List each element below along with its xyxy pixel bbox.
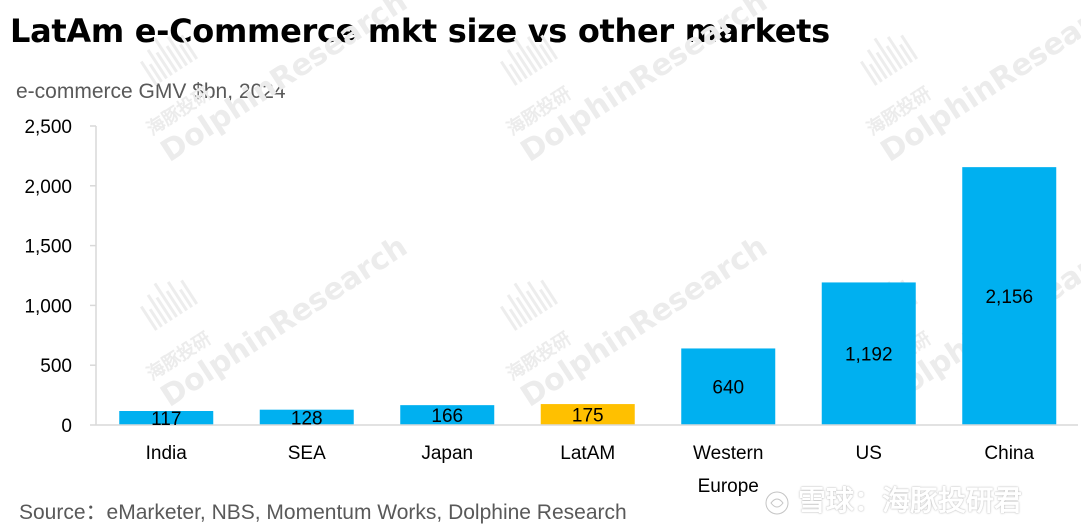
watermark-glyph	[899, 43, 914, 63]
x-tick-label: China	[984, 443, 1034, 464]
watermark-glyph	[539, 288, 554, 308]
watermark-glyph	[526, 36, 548, 67]
y-tick-label: 0	[61, 416, 72, 437]
bar-sea	[259, 409, 354, 425]
data-label: 640	[712, 378, 744, 399]
watermark-glyph	[526, 281, 548, 312]
watermark-glyph	[513, 282, 538, 318]
watermark-glyph	[508, 308, 523, 328]
watermark-glyph	[513, 37, 538, 73]
watermark-glyph	[166, 36, 188, 67]
x-tick-label: Western	[693, 443, 763, 464]
watermark-glyph	[146, 49, 168, 80]
data-label: 175	[572, 406, 604, 427]
xueqiu-logo-icon	[764, 489, 790, 516]
x-tick-label: India	[146, 443, 188, 464]
bar-japan	[400, 405, 495, 425]
watermark-glyph	[506, 49, 528, 80]
axes: 0 500 1,000 1,500 2,000 2,500	[24, 117, 1078, 437]
xueqiu-watermark: 雪球：海豚投研君	[762, 479, 1022, 519]
watermark-glyph	[540, 34, 559, 60]
x-tick-label: SEA	[288, 443, 326, 464]
watermark-glyph	[140, 60, 158, 86]
watermark-glyph	[148, 63, 163, 83]
chart-subtitle: e-commerce GMV $bn, 2024	[16, 80, 286, 103]
watermark-glyph	[165, 45, 183, 70]
watermark-glyph	[873, 37, 898, 73]
y-tick-label: 1,000	[24, 296, 72, 317]
watermark-glyph	[153, 282, 178, 318]
bar-us	[821, 282, 916, 425]
watermark-glyph	[525, 290, 543, 315]
data-label: 128	[291, 408, 323, 429]
watermark-brand: DolphinResearch	[515, 0, 774, 169]
watermark-glyph	[166, 281, 188, 312]
watermark-glyph	[146, 294, 168, 325]
y-tick-label: 2,500	[24, 117, 72, 138]
data-labels: 117 India 128 SEA 166 Japan 175 LatAM 640 Western…	[146, 287, 1035, 497]
watermark-glyph	[500, 60, 518, 86]
bar-western-europe	[681, 348, 776, 425]
watermark-brand: DolphinResearch	[155, 0, 414, 169]
watermark-glyph	[180, 34, 199, 60]
bar-india	[119, 411, 214, 425]
watermark-glyph	[860, 60, 878, 86]
watermark-glyph	[868, 63, 883, 83]
watermark-glyph	[539, 43, 554, 63]
bar-latam	[540, 404, 635, 425]
watermark-brand: DolphinResearch	[875, 0, 1081, 169]
data-label: 117	[151, 409, 181, 430]
x-tick-label: LatAM	[560, 443, 615, 464]
watermark-glyph	[875, 51, 893, 77]
watermark-glyph	[179, 288, 194, 308]
watermark-glyph	[180, 279, 199, 305]
chart-title: LatAm e-Commerce mkt size vs other marke…	[10, 12, 830, 50]
watermark-glyph	[866, 49, 888, 80]
watermark-brand: DolphinResearch	[155, 229, 414, 414]
watermark-glyph	[515, 296, 533, 322]
watermark-glyph	[515, 51, 533, 77]
watermark-glyph	[506, 294, 528, 325]
source-note: Source：eMarketer, NBS, Momentum Works, D…	[19, 501, 627, 524]
watermark-glyph	[148, 308, 163, 328]
watermark-glyph	[140, 305, 158, 331]
bar-series	[119, 167, 1057, 425]
watermark-glyph	[165, 290, 183, 315]
watermark-glyph	[886, 36, 908, 67]
watermark-glyph	[155, 51, 173, 77]
watermark-glyph	[155, 296, 173, 322]
watermark-glyph	[508, 63, 523, 83]
watermark-glyph	[500, 305, 518, 331]
watermark-glyph	[153, 37, 178, 73]
bar-china	[962, 167, 1057, 425]
watermark-glyph	[885, 45, 903, 70]
watermark-glyph	[540, 279, 559, 305]
data-label: 166	[431, 406, 463, 427]
watermark-glyph	[525, 45, 543, 70]
y-tick-label: 2,000	[24, 177, 72, 198]
y-tick-label: 500	[40, 356, 72, 377]
x-tick-label: US	[856, 443, 882, 464]
x-tick-label: Europe	[698, 476, 759, 497]
xueqiu-watermark-text: 雪球：海豚投研君	[798, 485, 1023, 516]
x-tick-label: Japan	[421, 443, 473, 464]
data-label: 2,156	[985, 287, 1033, 308]
watermark-glyph	[900, 34, 919, 60]
data-label: 1,192	[845, 345, 893, 366]
y-tick-label: 1,500	[24, 237, 72, 258]
watermark-glyph	[179, 43, 194, 63]
